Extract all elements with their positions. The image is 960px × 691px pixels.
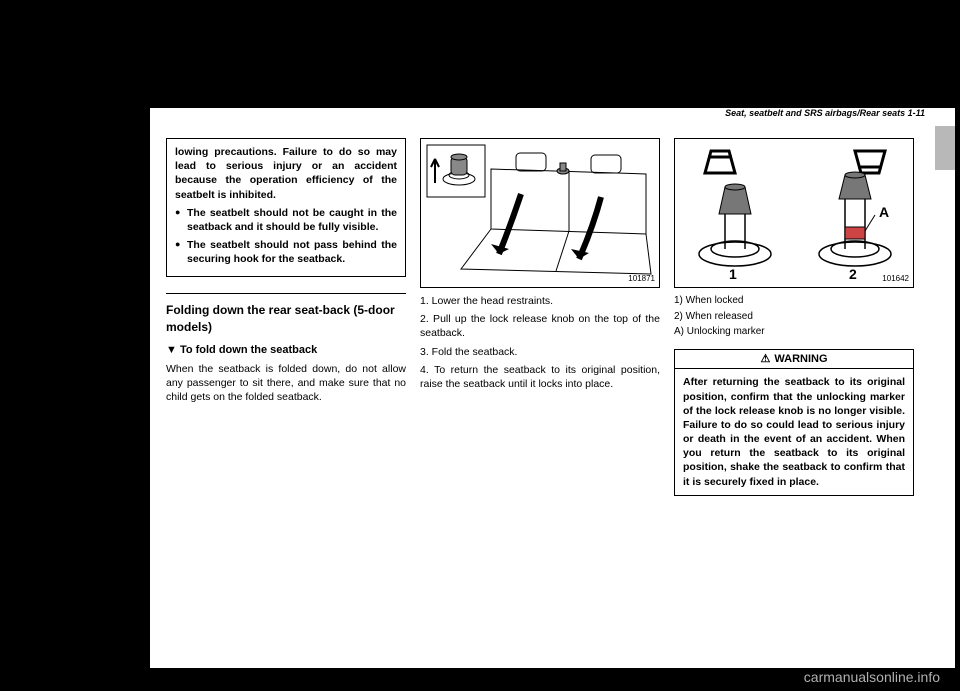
caution-bullet: The seatbelt should not pass behind the … (175, 238, 397, 266)
column-3: 1 2 A 101642 1) When locked 2) When rele… (674, 138, 914, 496)
watermark: carmanualsonline.info (804, 669, 940, 685)
label-2: 2 (849, 266, 857, 282)
step-text: 4. To return the seatback to its origina… (420, 363, 660, 391)
warning-header: WARNING (674, 349, 914, 369)
column-1: lowing precautions. Failure to do so may… (166, 138, 406, 496)
lock-knob-illustration: 1 2 A (675, 139, 915, 289)
divider (166, 293, 406, 294)
column-2: 101871 1. Lower the head restraints. 2. … (420, 138, 660, 496)
section-tab (935, 126, 955, 170)
label-a: A (879, 204, 889, 220)
figure-number: 101642 (882, 274, 909, 285)
step-text: 3. Fold the seatback. (420, 345, 660, 359)
step-text: 2. Pull up the lock release knob on the … (420, 312, 660, 340)
seat-fold-illustration (421, 139, 661, 289)
caution-list: The seatbelt should not be caught in the… (175, 206, 397, 267)
label-1: 1 (729, 266, 737, 282)
legend-item: A) Unlocking marker (674, 325, 914, 339)
content-area: lowing precautions. Failure to do so may… (166, 138, 915, 496)
figure-seat-fold: 101871 (420, 138, 660, 288)
section-title: Folding down the rear seat-back (5-door … (166, 302, 406, 334)
body-text: When the seatback is folded down, do not… (166, 362, 406, 405)
legend-item: 2) When released (674, 310, 914, 324)
caution-box: lowing precautions. Failure to do so may… (166, 138, 406, 277)
caution-intro: lowing precautions. Failure to do so may… (175, 145, 397, 202)
step-text: 1. Lower the head restraints. (420, 294, 660, 308)
manual-page: Seat, seatbelt and SRS airbags/Rear seat… (150, 108, 955, 668)
page-header: Seat, seatbelt and SRS airbags/Rear seat… (725, 108, 925, 118)
figure-number: 101871 (628, 274, 655, 285)
caution-bullet: The seatbelt should not be caught in the… (175, 206, 397, 234)
warning-body: After returning the seatback to its orig… (674, 368, 914, 495)
figure-lock-knob: 1 2 A 101642 (674, 138, 914, 288)
legend-item: 1) When locked (674, 294, 914, 308)
subsection-title: ▼ To fold down the seatback (166, 343, 406, 358)
